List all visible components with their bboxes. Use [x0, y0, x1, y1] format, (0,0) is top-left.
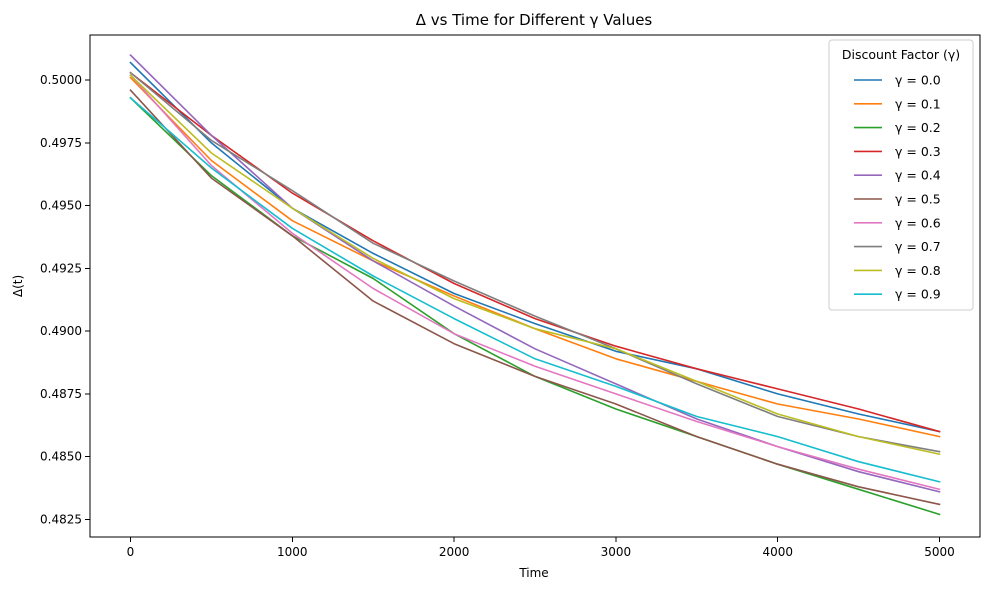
x-tick-label: 4000 — [762, 545, 793, 559]
y-tick-label: 0.4925 — [40, 261, 82, 275]
series-line-3 — [129, 71, 941, 433]
x-tick-label: 0 — [127, 545, 135, 559]
series-line-8 — [129, 74, 941, 456]
legend-label: γ = 0.1 — [895, 96, 941, 111]
series-line-2 — [129, 96, 941, 516]
legend-label: γ = 0.7 — [895, 239, 941, 254]
legend-label: γ = 0.6 — [895, 215, 941, 230]
legend-label: γ = 0.2 — [895, 120, 941, 135]
series-line-1 — [129, 76, 941, 438]
y-tick-label: 0.4825 — [40, 512, 82, 526]
series-line-5 — [129, 89, 941, 506]
x-tick-label: 3000 — [601, 545, 632, 559]
series-line-6 — [129, 74, 941, 491]
legend-label: γ = 0.8 — [895, 263, 941, 278]
series-layer — [129, 53, 941, 516]
y-tick-label: 0.5000 — [40, 73, 82, 87]
x-tick-label: 5000 — [924, 545, 955, 559]
x-tick-label: 2000 — [439, 545, 470, 559]
axes-frame — [89, 34, 981, 538]
x-tick-label: 1000 — [277, 545, 308, 559]
y-tick-label: 0.4900 — [40, 324, 82, 338]
y-tick-label: 0.4875 — [40, 387, 82, 401]
series-line-9 — [129, 96, 941, 483]
legend-label: γ = 0.0 — [895, 73, 941, 88]
y-tick-label: 0.4975 — [40, 136, 82, 150]
legend-title: Discount Factor (γ) — [842, 47, 960, 62]
legend-box — [828, 39, 974, 311]
series-line-4 — [129, 53, 941, 493]
legend-label: γ = 0.5 — [895, 192, 941, 207]
series-line-0 — [129, 61, 941, 433]
series-line-7 — [129, 71, 941, 453]
axes-layer: 0 1000 2000 3000 4000 5000 0.4825 0.4850 0.4875 0… — [40, 34, 981, 559]
legend-label: γ = 0.4 — [895, 168, 941, 183]
y-tick-label: 0.4850 — [40, 450, 82, 464]
y-tick-label: 0.4950 — [40, 199, 82, 213]
chart-title: Δ vs Time for Different γ Values — [416, 11, 653, 29]
legend-label: γ = 0.3 — [895, 144, 941, 159]
legend-label: γ = 0.9 — [895, 287, 941, 302]
y-axis-label: Δ(t) — [11, 275, 25, 297]
legend: Discount Factor (γ) γ = 0.0 γ = 0.1 γ = 0.2… — [828, 39, 974, 311]
x-axis-label: Time — [518, 566, 548, 580]
